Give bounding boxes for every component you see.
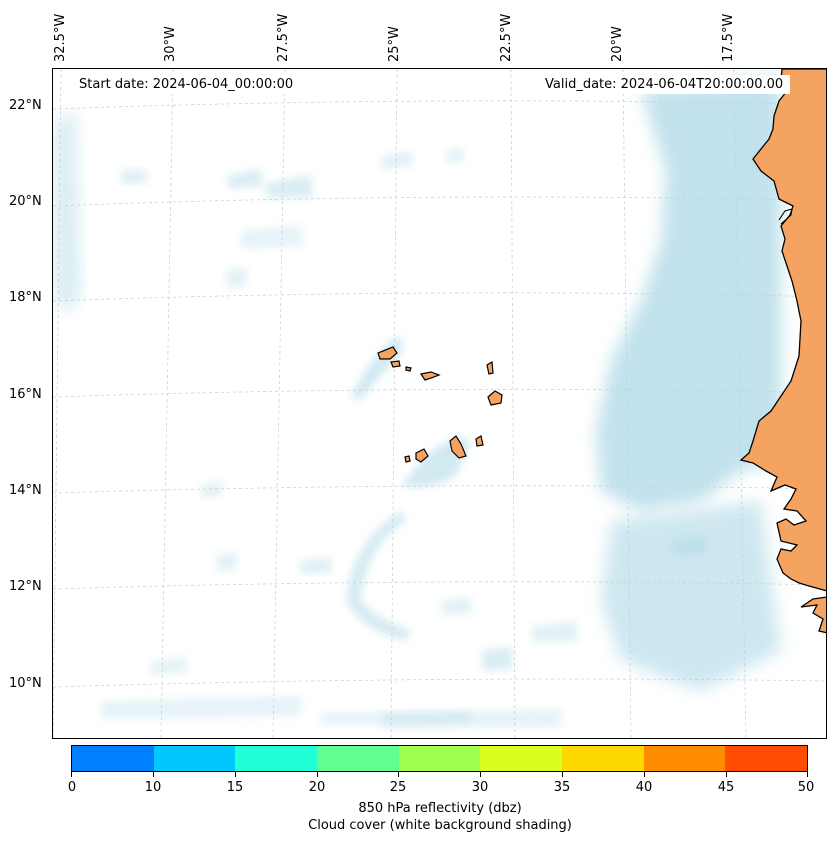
island-fogo <box>415 448 429 463</box>
island-santiago <box>449 435 467 459</box>
colorbar-tick <box>807 772 808 777</box>
colorbar-tick <box>235 772 236 777</box>
cape-verde-islands <box>377 346 503 463</box>
lon-label-27-5w: 27.5°W <box>276 13 291 62</box>
map-panel[interactable] <box>52 68 827 739</box>
lon-label-22-5w: 22.5°W <box>499 13 514 62</box>
coast-detail <box>778 208 793 225</box>
island-sao-nicolau <box>420 371 441 381</box>
colorbar-tick-label: 40 <box>635 780 653 795</box>
map-canvas <box>53 69 826 738</box>
start-date-label: Start date: 2024-06-04_00:00:00 <box>72 75 301 94</box>
colorbar-tick-label: 0 <box>67 780 77 795</box>
lon-label-20w: 20°W <box>610 26 625 62</box>
colorbar-tick-label: 10 <box>144 780 162 795</box>
lon-label-17-5w: 17.5°W <box>721 13 736 62</box>
colorbar-tick <box>644 772 645 777</box>
colorbar-tick <box>726 772 727 777</box>
colorbar-segment <box>643 746 726 771</box>
lon-label-32-5w: 32.5°W <box>53 13 68 62</box>
valid-date-label: Valid_date: 2024-06-04T20:00:00.00 <box>538 75 791 94</box>
colorbar-segment <box>480 746 563 771</box>
reflectivity-colorbar <box>71 745 808 772</box>
colorbar-tick-label: 20 <box>308 780 326 795</box>
island-brava <box>404 455 411 463</box>
africa-coast-land <box>739 69 826 634</box>
colorbar-tick-label: 15 <box>226 780 244 795</box>
lat-label-22n: 22°N <box>9 98 42 113</box>
lat-label-20n: 20°N <box>9 194 42 209</box>
lon-label-30w: 30°W <box>163 26 178 62</box>
colorbar-segment <box>562 746 644 771</box>
colorbar-segment <box>72 746 154 771</box>
island-maio <box>475 435 484 447</box>
colorbar-title: 850 hPa reflectivity (dbz) <box>358 801 522 816</box>
colorbar-segment <box>235 746 318 771</box>
lat-label-14n: 14°N <box>9 483 42 498</box>
colorbar-tick <box>562 772 563 777</box>
island-santa-luzia <box>405 366 412 372</box>
cloud-cover-layer <box>53 76 781 729</box>
colorbar-segment <box>725 746 808 771</box>
colorbar-tick <box>398 772 399 777</box>
lat-label-18n: 18°N <box>9 290 42 305</box>
colorbar-tick-label: 25 <box>389 780 407 795</box>
lon-label-25w: 25°W <box>387 26 402 62</box>
island-sao-vicente <box>390 360 401 368</box>
colorbar-tick <box>71 772 72 777</box>
island-sal <box>486 360 494 375</box>
island-boa-vista <box>487 390 503 406</box>
colorbar-tick-label: 35 <box>553 780 571 795</box>
colorbar-tick-label: 45 <box>717 780 735 795</box>
colorbar-tick <box>480 772 481 777</box>
lat-label-16n: 16°N <box>9 387 42 402</box>
colorbar-segment <box>153 746 236 771</box>
colorbar-subtitle: Cloud cover (white background shading) <box>308 818 572 833</box>
colorbar-tick <box>153 772 154 777</box>
colorbar-tick <box>317 772 318 777</box>
colorbar-tick-label: 50 <box>797 780 815 795</box>
lat-label-10n: 10°N <box>9 676 42 691</box>
island-santo-antao <box>377 346 398 360</box>
colorbar-segment <box>398 746 481 771</box>
colorbar-segment <box>317 746 399 771</box>
colorbar-tick-label: 30 <box>471 780 489 795</box>
lat-label-12n: 12°N <box>9 579 42 594</box>
